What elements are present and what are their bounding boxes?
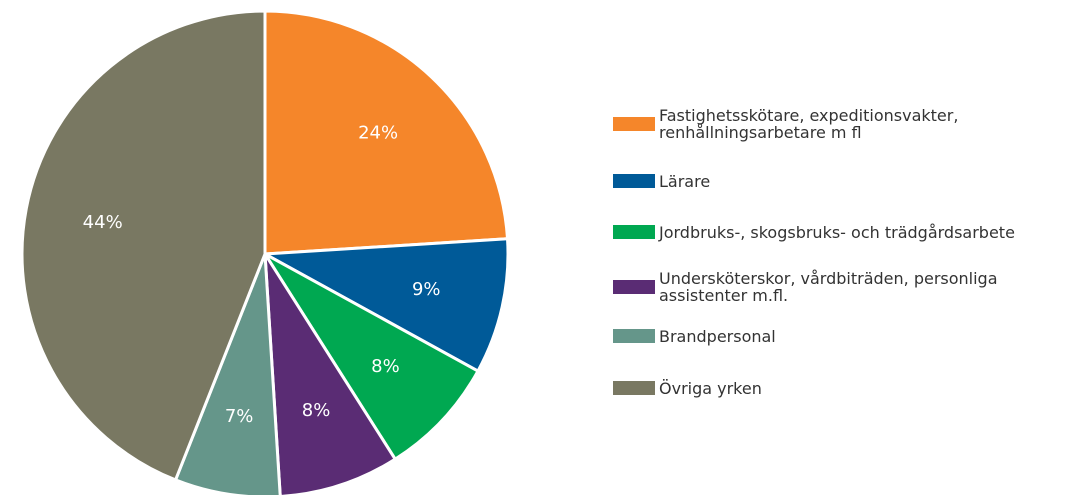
slice-label: 24% [358,123,398,144]
legend-swatch [613,381,655,395]
legend-label: Jordbruks-, skogsbruks- och trädgårdsarb… [659,222,1015,242]
legend-label: Brandpersonal [659,326,776,346]
pie-slice [259,237,510,374]
legend-label: Lärare [659,171,711,191]
slice-label: 8% [302,400,331,421]
pie-slice [20,9,267,482]
slice-label: 44% [83,212,123,233]
legend-item: Undersköterskor, vårdbiträden, personlig… [613,270,998,304]
legend-label: Fastighetsskötare, expeditionsvakter, re… [659,106,959,142]
legend-swatch [613,117,655,131]
legend-item: Jordbruks-, skogsbruks- och trädgårdsarb… [613,224,1015,241]
legend-swatch [613,174,655,188]
legend-swatch [613,280,655,294]
legend-label: Övriga yrken [659,378,762,398]
legend-swatch [613,225,655,239]
legend-item: Lärare [613,173,710,190]
slice-label: 8% [371,356,400,377]
legend-item: Fastighetsskötare, expeditionsvakter, re… [613,107,958,141]
slice-label: 7% [225,406,254,427]
pie-slice [263,253,398,495]
legend-label: Undersköterskor, vårdbiträden, personlig… [659,269,998,305]
legend-swatch [613,329,655,343]
pie-slice [173,253,282,495]
legend-item: Övriga yrken [613,380,762,397]
pie-slice [263,9,510,256]
legend-item: Brandpersonal [613,328,776,345]
slice-label: 9% [412,279,441,300]
pie-slice [263,252,480,462]
